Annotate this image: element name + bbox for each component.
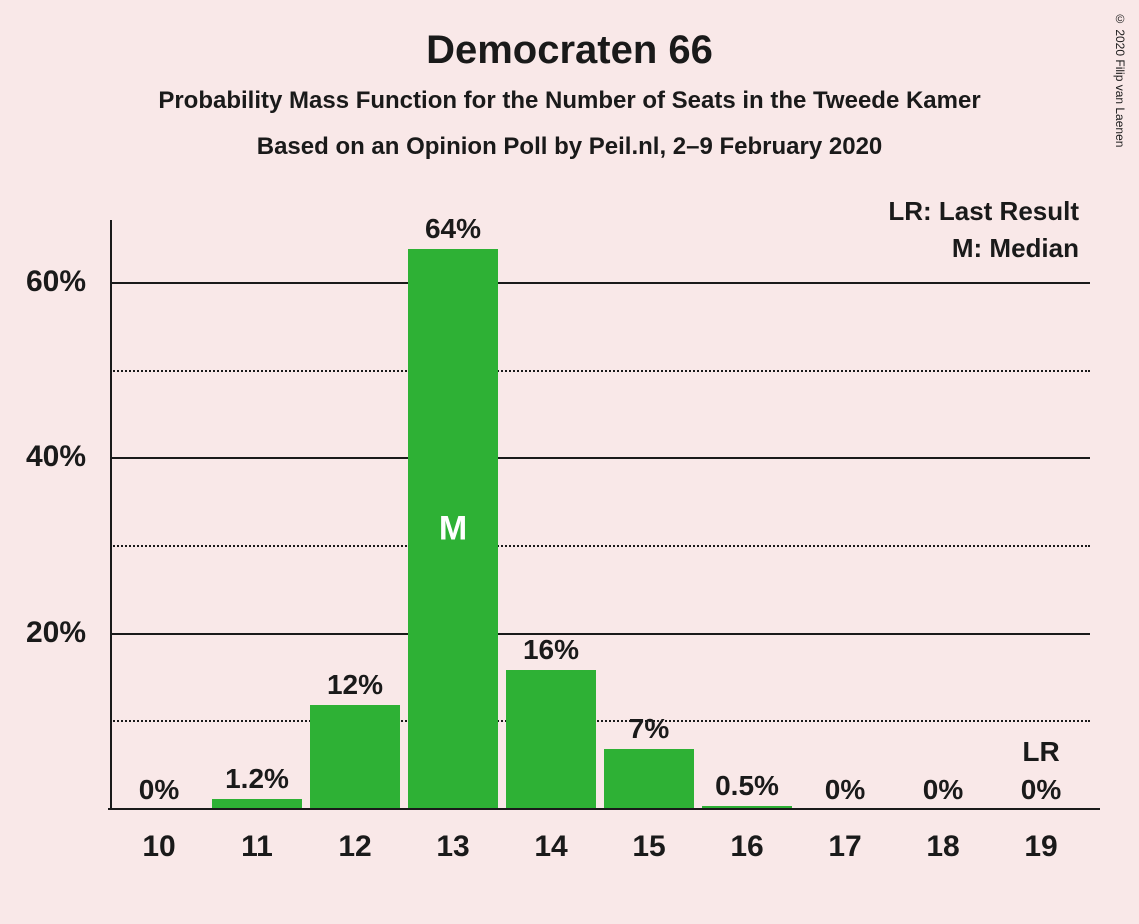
y-axis-tick-label: 40% (0, 440, 86, 474)
plot-area: 0%1.2%12%64%M16%7%0.5%0%0%0%LR (110, 240, 1090, 810)
x-axis-line (108, 808, 1100, 810)
x-axis-tick-label: 17 (828, 830, 861, 864)
bar-value-label: 1.2% (225, 763, 289, 795)
bar-value-label: 7% (629, 713, 669, 745)
bar-value-label: 0% (1021, 774, 1061, 806)
bar (506, 670, 596, 810)
y-axis-labels-container: 20% 40% 60% (0, 240, 100, 810)
chart-container: Democraten 66 Probability Mass Function … (0, 0, 1139, 924)
x-axis-tick-label: 14 (534, 830, 567, 864)
y-axis-line (110, 220, 112, 810)
y-axis-tick-label: 60% (0, 265, 86, 299)
grid-line-major (110, 633, 1090, 635)
legend-lr: LR: Last Result (888, 196, 1079, 227)
bar-value-label: 64% (425, 213, 481, 245)
bar-value-label: 16% (523, 634, 579, 666)
x-axis-tick-label: 15 (632, 830, 665, 864)
bar (604, 749, 694, 810)
bar-value-label: 0% (825, 774, 865, 806)
plot-inner: 0%1.2%12%64%M16%7%0.5%0%0%0%LR (110, 240, 1090, 810)
median-marker: M (439, 510, 467, 549)
bar (310, 705, 400, 810)
lr-marker: LR (1022, 736, 1059, 768)
grid-line-major (110, 282, 1090, 284)
x-axis-tick-label: 19 (1024, 830, 1057, 864)
bar-value-label: 12% (327, 669, 383, 701)
chart-subtitle-1: Probability Mass Function for the Number… (0, 87, 1139, 115)
y-axis-tick-label: 20% (0, 616, 86, 650)
chart-subtitle-2: Based on an Opinion Poll by Peil.nl, 2–9… (0, 133, 1139, 161)
grid-line-major (110, 457, 1090, 459)
x-axis-labels-container: 10 11 12 13 14 15 16 17 18 19 (110, 830, 1090, 880)
x-axis-tick-label: 13 (436, 830, 469, 864)
x-axis-tick-label: 16 (730, 830, 763, 864)
chart-title: Democraten 66 (0, 0, 1139, 73)
x-axis-tick-label: 18 (926, 830, 959, 864)
grid-line-minor (110, 545, 1090, 547)
grid-line-minor (110, 720, 1090, 722)
copyright-text: © 2020 Filip van Laenen (1113, 12, 1127, 147)
bar-value-label: 0.5% (715, 770, 779, 802)
x-axis-tick-label: 10 (142, 830, 175, 864)
bar-value-label: 0% (139, 774, 179, 806)
x-axis-tick-label: 11 (241, 830, 273, 864)
bar-value-label: 0% (923, 774, 963, 806)
x-axis-tick-label: 12 (338, 830, 371, 864)
grid-line-minor (110, 370, 1090, 372)
